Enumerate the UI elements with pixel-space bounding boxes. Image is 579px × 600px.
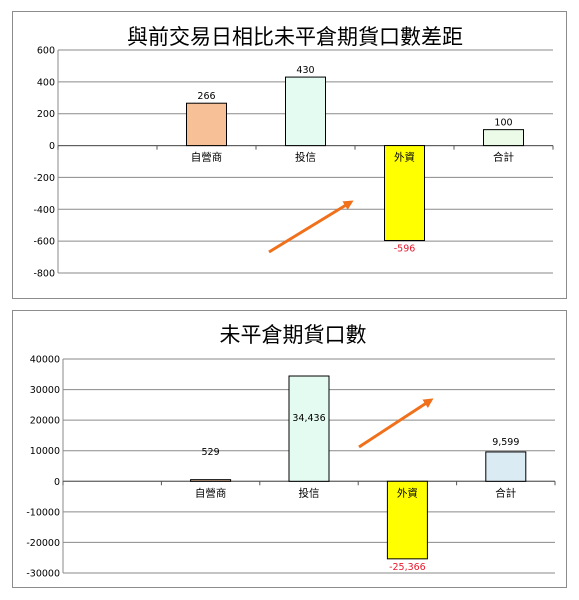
data-label: 266	[197, 91, 215, 102]
y-tick-label: 200	[37, 109, 55, 120]
chart-title: 未平倉期貨口數	[220, 323, 367, 347]
y-tick-label: -200	[33, 173, 55, 184]
category-label: 自營商	[195, 486, 227, 499]
data-label: 9,599	[492, 437, 519, 448]
y-tick-label: 30000	[30, 385, 60, 396]
category-label: 外資	[397, 487, 418, 499]
category-label: 投信	[299, 486, 320, 499]
y-tick-label: -600	[33, 237, 55, 248]
category-label: 合計	[495, 486, 516, 499]
bar-2	[288, 375, 330, 482]
data-label: 430	[296, 65, 314, 76]
chart-open-interest-svg: 未平倉期貨口數 40000 30000 20000 10000 0 -10000 -2000…	[26, 323, 556, 580]
bar-1	[190, 479, 232, 482]
y-tick-label: 400	[37, 77, 55, 88]
y-tick-label: 0	[54, 477, 60, 488]
category-label: 合計	[493, 151, 514, 164]
trend-arrow-icon	[268, 200, 354, 254]
chart-panel-change: 與前交易日相比未平倉期貨口數差距 600 400 200 0 -200 -400 -600 -…	[12, 11, 567, 299]
y-tick-label: -400	[33, 205, 55, 216]
y-tick-label: -20000	[26, 538, 60, 549]
bar-1	[186, 102, 227, 147]
bar-4	[483, 129, 524, 147]
data-label: -596	[394, 244, 416, 255]
bar-2	[285, 76, 326, 147]
category-label: 外資	[394, 152, 415, 164]
chart-panel-open-interest: 未平倉期貨口數 40000 30000 20000 10000 0 -10000 -2000…	[12, 310, 567, 588]
y-tick-label: 10000	[30, 446, 60, 457]
y-tick-label: 20000	[30, 416, 60, 427]
category-label: 自營商	[191, 151, 223, 164]
trend-arrow-icon	[358, 398, 434, 449]
bar-3	[386, 480, 428, 560]
data-label: 34,436	[292, 413, 325, 424]
data-label: -25,366	[389, 562, 426, 573]
y-tick-label: 40000	[30, 355, 60, 366]
y-tick-label: 600	[37, 46, 55, 57]
y-tick-label: 0	[49, 141, 55, 152]
chart-title: 與前交易日相比未平倉期貨口數差距	[127, 25, 463, 49]
bar-3	[384, 145, 425, 242]
data-label: 529	[202, 447, 220, 458]
data-label: 100	[494, 118, 512, 129]
y-tick-label: -30000	[26, 569, 60, 580]
category-label: 投信	[295, 151, 316, 164]
y-tick-label: -800	[33, 269, 55, 280]
y-tick-label: -10000	[26, 507, 60, 518]
chart-change-svg: 與前交易日相比未平倉期貨口數差距 600 400 200 0 -200 -400 -600 -…	[33, 25, 554, 280]
bar-4	[485, 451, 527, 482]
